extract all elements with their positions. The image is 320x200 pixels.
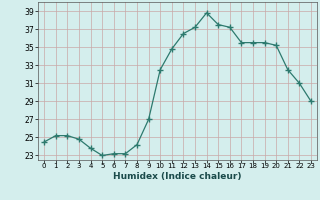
X-axis label: Humidex (Indice chaleur): Humidex (Indice chaleur) [113,172,242,181]
